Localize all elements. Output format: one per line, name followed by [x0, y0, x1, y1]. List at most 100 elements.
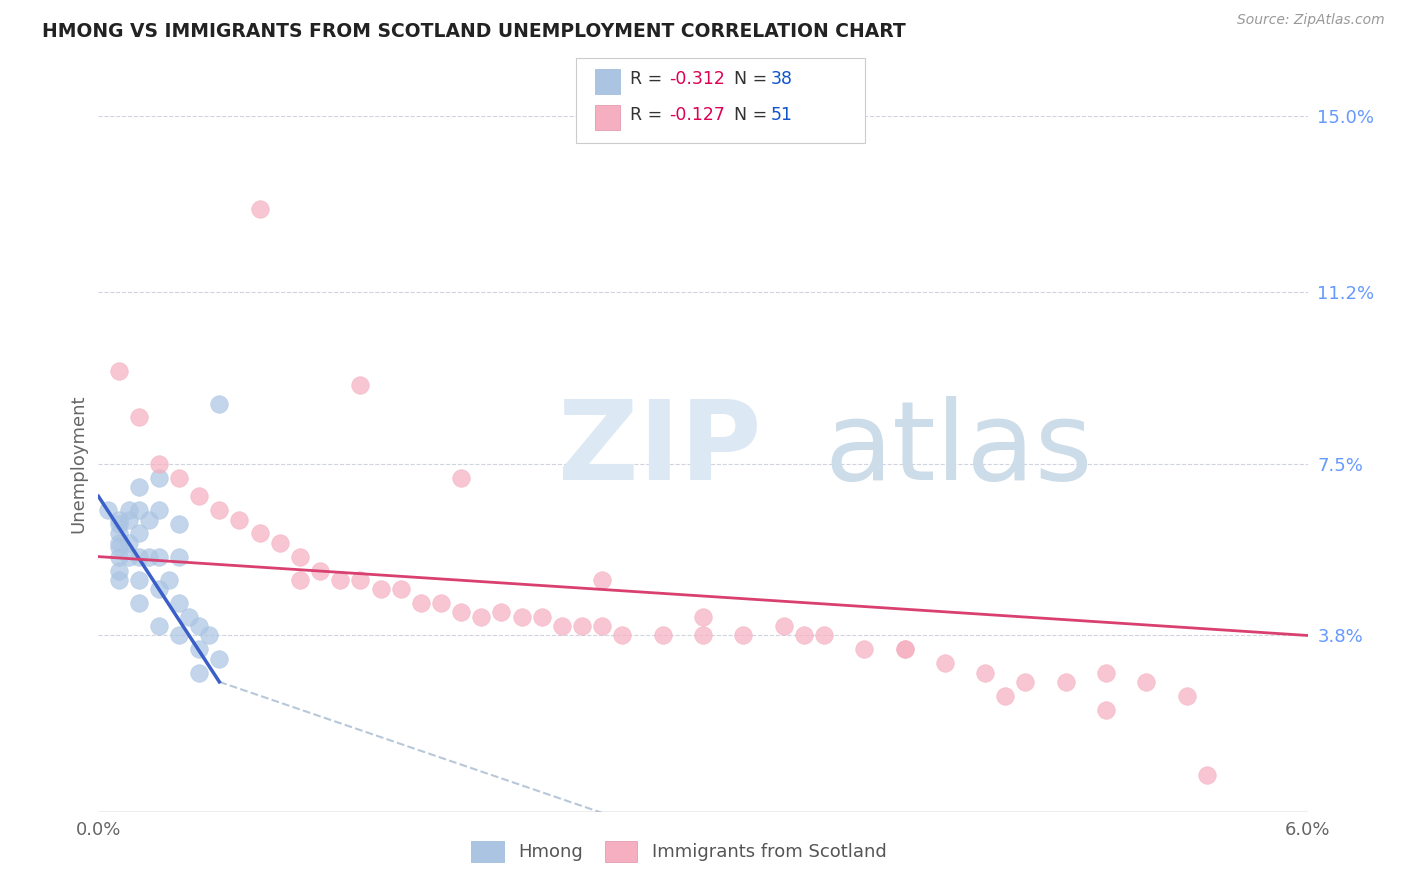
- Point: [692, 610, 714, 624]
- Point: [107, 364, 129, 378]
- Point: [530, 610, 553, 624]
- Point: [510, 610, 533, 624]
- Text: N =: N =: [734, 70, 773, 88]
- Point: [107, 564, 129, 578]
- Point: [772, 619, 794, 633]
- Point: [430, 596, 453, 610]
- Text: atlas: atlas: [824, 396, 1092, 503]
- Point: [167, 596, 190, 610]
- Point: [1054, 674, 1077, 689]
- Text: 51: 51: [770, 106, 793, 124]
- Text: R =: R =: [630, 106, 668, 124]
- Point: [288, 549, 311, 564]
- Point: [107, 512, 129, 526]
- Point: [128, 526, 150, 541]
- Text: -0.127: -0.127: [669, 106, 725, 124]
- Point: [329, 573, 352, 587]
- Point: [813, 628, 835, 642]
- Point: [450, 471, 472, 485]
- Point: [167, 471, 190, 485]
- Point: [148, 549, 170, 564]
- Point: [612, 628, 634, 642]
- Point: [370, 582, 392, 596]
- Point: [591, 619, 613, 633]
- Point: [188, 619, 211, 633]
- Point: [208, 651, 231, 665]
- Point: [167, 517, 190, 532]
- Point: [208, 396, 231, 410]
- Point: [128, 596, 150, 610]
- Point: [148, 457, 170, 471]
- Point: [128, 573, 150, 587]
- Text: HMONG VS IMMIGRANTS FROM SCOTLAND UNEMPLOYMENT CORRELATION CHART: HMONG VS IMMIGRANTS FROM SCOTLAND UNEMPL…: [42, 22, 905, 41]
- Point: [148, 503, 170, 517]
- Point: [893, 642, 915, 657]
- Point: [1014, 674, 1036, 689]
- Point: [188, 489, 211, 503]
- Point: [249, 526, 271, 541]
- Point: [450, 605, 472, 619]
- Point: [107, 526, 129, 541]
- Point: [733, 628, 755, 642]
- Point: [551, 619, 574, 633]
- Point: [228, 512, 250, 526]
- Point: [167, 549, 190, 564]
- Point: [128, 410, 150, 425]
- Point: [118, 535, 141, 549]
- Point: [128, 503, 150, 517]
- Point: [1095, 703, 1118, 717]
- Point: [409, 596, 432, 610]
- Point: [148, 582, 170, 596]
- Point: [349, 378, 371, 392]
- Point: [157, 573, 180, 587]
- Point: [107, 517, 129, 532]
- Point: [118, 503, 141, 517]
- Point: [288, 573, 311, 587]
- Point: [651, 628, 673, 642]
- Point: [118, 549, 141, 564]
- Point: [1195, 767, 1218, 781]
- Point: [107, 535, 129, 549]
- Point: [793, 628, 815, 642]
- Point: [198, 628, 221, 642]
- Point: [470, 610, 492, 624]
- Point: [208, 503, 231, 517]
- Point: [571, 619, 593, 633]
- Point: [148, 471, 170, 485]
- Point: [128, 549, 150, 564]
- Point: [107, 549, 129, 564]
- Point: [188, 665, 211, 680]
- Point: [853, 642, 876, 657]
- Point: [1135, 674, 1157, 689]
- Point: [128, 480, 150, 494]
- Point: [1095, 665, 1118, 680]
- Point: [591, 573, 613, 587]
- Point: [138, 549, 160, 564]
- Point: [692, 628, 714, 642]
- Legend: Hmong, Immigrants from Scotland: Hmong, Immigrants from Scotland: [464, 833, 894, 869]
- Point: [97, 503, 120, 517]
- Text: R =: R =: [630, 70, 668, 88]
- Point: [349, 573, 371, 587]
- Point: [934, 657, 956, 671]
- Text: 38: 38: [770, 70, 793, 88]
- Point: [148, 619, 170, 633]
- Point: [138, 512, 160, 526]
- Point: [389, 582, 412, 596]
- Point: [269, 535, 291, 549]
- Text: N =: N =: [734, 106, 773, 124]
- Point: [249, 202, 271, 216]
- Point: [167, 628, 190, 642]
- Text: ZIP: ZIP: [558, 396, 761, 503]
- Point: [188, 642, 211, 657]
- Y-axis label: Unemployment: Unemployment: [69, 394, 87, 533]
- Text: Source: ZipAtlas.com: Source: ZipAtlas.com: [1237, 13, 1385, 28]
- Text: -0.312: -0.312: [669, 70, 725, 88]
- Point: [107, 541, 129, 555]
- Point: [179, 610, 201, 624]
- Point: [491, 605, 513, 619]
- Point: [118, 512, 141, 526]
- Point: [974, 665, 997, 680]
- Point: [893, 642, 915, 657]
- Point: [994, 689, 1017, 703]
